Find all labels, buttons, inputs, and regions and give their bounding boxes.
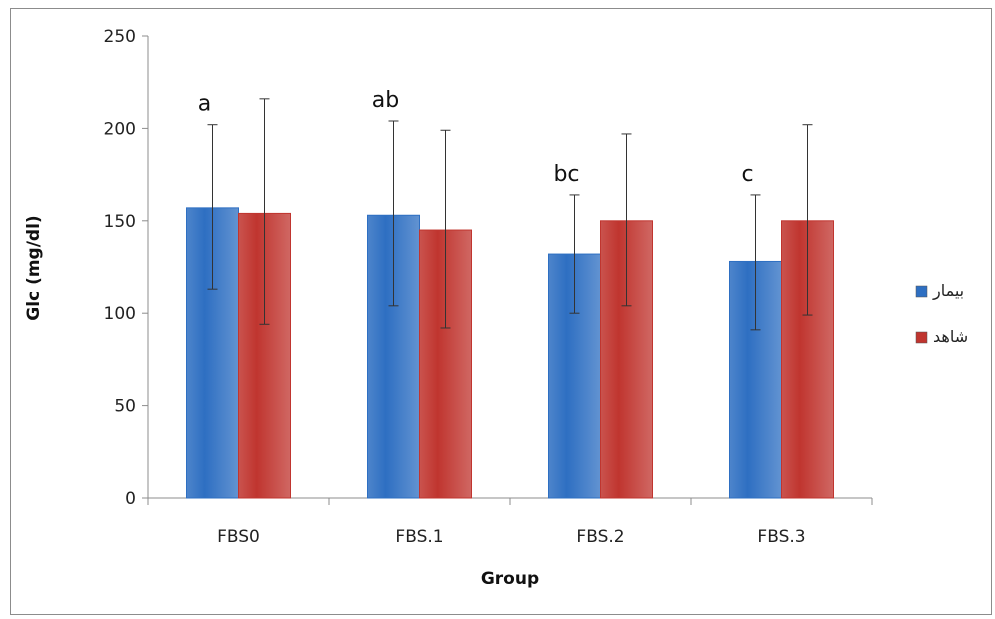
y-tick-label: 100 [104, 304, 136, 324]
bars [186, 207, 834, 499]
legend-label: بیمار [932, 281, 964, 301]
error-bars [207, 98, 813, 331]
significance-labels: a ab bc c [198, 88, 754, 187]
y-tick-label: 150 [104, 212, 136, 232]
legend-label: شاهد [933, 327, 968, 346]
x-tick-label: FBS.2 [576, 527, 624, 547]
significance-label: a [198, 92, 211, 117]
significance-label: c [741, 162, 753, 187]
y-tick-label: 200 [104, 119, 136, 139]
legend: بیمار شاهد [915, 281, 968, 346]
y-tick-label: 0 [125, 489, 136, 509]
x-tick-label: FBS.3 [757, 527, 805, 547]
legend-swatch [915, 331, 928, 344]
y-axis-title: Glc (mg/dl) [24, 215, 44, 320]
x-axis-title: Group [481, 569, 539, 589]
y-axis: 0 50 100 150 200 250 [104, 27, 149, 509]
x-tick-label: FBS.1 [395, 527, 443, 547]
legend-swatch [915, 285, 928, 298]
significance-label: bc [553, 162, 579, 187]
x-tick-label: FBS0 [217, 527, 260, 547]
y-tick-label: 250 [104, 27, 136, 47]
x-axis: FBS0 FBS.1 FBS.2 FBS.3 [147, 497, 873, 547]
bar [238, 212, 291, 499]
y-tick-label: 50 [114, 397, 136, 417]
significance-label: ab [372, 88, 399, 113]
